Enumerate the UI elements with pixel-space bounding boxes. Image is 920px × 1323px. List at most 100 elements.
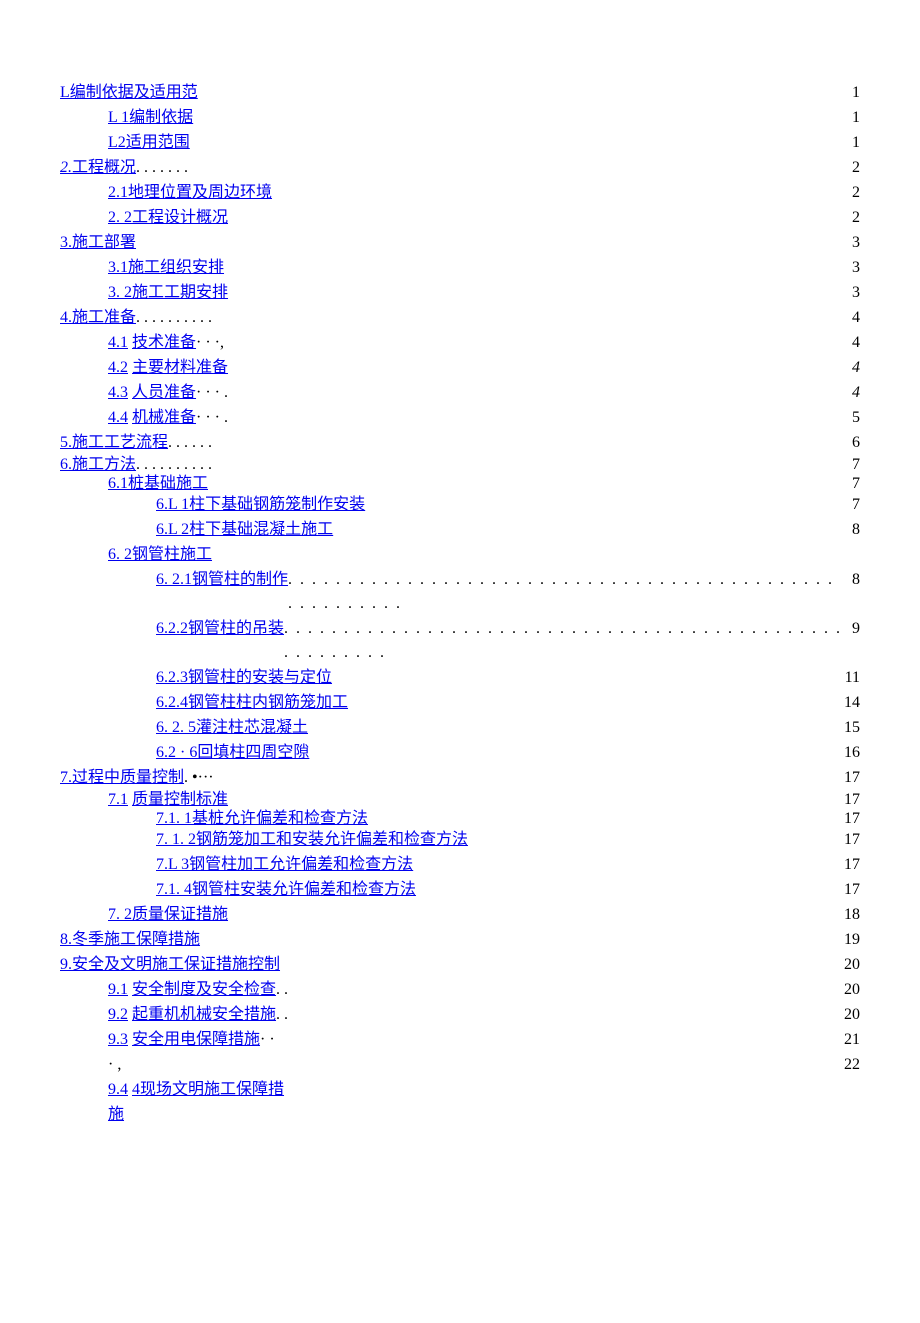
toc-title[interactable]: 6. 2. 5灌注柱芯混凝土 xyxy=(156,716,308,740)
toc-title[interactable]: L 1编制依据 xyxy=(108,106,193,130)
toc-page-number: 7 xyxy=(844,456,860,474)
toc-title[interactable]: 6.2.4钢管柱柱内钢筋笼加工 xyxy=(156,691,348,715)
toc-entry: 4.施工准备 . . . . . . . . . .4 xyxy=(60,306,860,330)
toc-title-wrap: 6.施工方法 . . . . . . . . . . xyxy=(60,456,212,474)
toc-entry: L2适用范围1 xyxy=(60,131,860,155)
toc-entry: 5.施工工艺流程 . . . . . .6 xyxy=(60,431,860,455)
toc-title[interactable]: 2. 2工程设计概况 xyxy=(108,206,228,230)
toc-entry: 9.1 安全制度及安全检查. .20 xyxy=(60,978,860,1002)
toc-title[interactable]: 9.3 安全用电保障措施 xyxy=(108,1028,260,1052)
toc-page-number: 2 xyxy=(844,181,860,205)
toc-title[interactable]: 7.1. 4钢管柱安装允许偏差和检查方法 xyxy=(156,878,416,902)
toc-trail-dots: . •··· xyxy=(184,766,214,790)
toc-title[interactable]: 9.4 4现场文明施工保障措 xyxy=(108,1078,284,1102)
toc-title[interactable]: 7.过程中质量控制 xyxy=(60,766,184,790)
toc-page-number: 7 xyxy=(844,493,860,517)
toc-title[interactable]: 5.施工工艺流程 xyxy=(60,431,168,455)
toc-page-number: 17 xyxy=(836,810,860,828)
toc-title-wrap: 6.1桩基础施工 xyxy=(60,475,208,493)
toc-title[interactable]: 6.2.3钢管柱的安装与定位 xyxy=(156,666,332,690)
toc-entry: 7.1. 1基桩允许偏差和检查方法 17 xyxy=(60,810,860,828)
toc-page-number: 4 xyxy=(844,356,860,380)
toc-title-wrap: 4.3 人员准备 · · · . xyxy=(60,381,228,405)
toc-page-number: 17 xyxy=(836,853,860,877)
toc-title-wrap: 7.1. 4钢管柱安装允许偏差和检查方法 xyxy=(60,878,416,902)
toc-title[interactable]: 3. 2施工工期安排 xyxy=(108,281,228,305)
toc-title[interactable]: 4.2 主要材料准备 xyxy=(108,356,228,380)
toc-entry: 2.1地理位置及周边环境 2 xyxy=(60,181,860,205)
toc-entry: 7. 2质量保证措施 18 xyxy=(60,903,860,927)
toc-entry: 9.安全及文明施工保证措施控制20 xyxy=(60,953,860,977)
toc-entry: 6.2.3钢管柱的安装与定位 11 xyxy=(60,666,860,690)
toc-title[interactable]: 6.L 1柱下基础钢筋笼制作安装 xyxy=(156,493,365,517)
toc-title[interactable]: 3.1施工组织安排 xyxy=(108,256,224,280)
toc-entry: 3. 2施工工期安排 3 xyxy=(60,281,860,305)
toc-page-number: 17 xyxy=(836,828,860,852)
toc-page-number: 3 xyxy=(844,281,860,305)
toc-trail-dots: · · ·, xyxy=(196,331,224,355)
toc-trail-dots: · · · . xyxy=(196,381,228,405)
toc-page-number: 19 xyxy=(836,928,860,952)
toc-entry: 4.4 机械准备 · · · .5 xyxy=(60,406,860,430)
toc-page-number: 11 xyxy=(837,666,860,690)
toc-title-wrap: 7.L 3钢管柱加工允许偏差和检查方法 xyxy=(60,853,413,877)
toc-entry: 7. 1. 2钢筋笼加工和安装允许偏差和检查方法 17 xyxy=(60,828,860,852)
toc-trail-dots: · · · . xyxy=(196,406,228,430)
toc-page-number: 2 xyxy=(844,206,860,230)
toc-page-number: 3 xyxy=(844,256,860,280)
toc-title[interactable]: 6.施工方法 xyxy=(60,456,136,474)
toc-title[interactable]: 7.1. 1基桩允许偏差和检查方法 xyxy=(156,810,368,828)
toc-entry: 8.冬季施工保障措施 19 xyxy=(60,928,860,952)
toc-entry: 6.1桩基础施工7 xyxy=(60,475,860,493)
toc-title-wrap: 2.1地理位置及周边环境 xyxy=(60,181,272,205)
toc-entry: 7.过程中质量控制. •··· 17 xyxy=(60,766,860,790)
toc-title-wrap: 7.过程中质量控制. •··· xyxy=(60,766,214,790)
toc-title[interactable]: 2.工程概况 xyxy=(60,156,136,180)
toc-page-number: 16 xyxy=(836,741,860,765)
toc-page-number: 18 xyxy=(836,903,860,927)
toc-page-number: 17 xyxy=(836,878,860,902)
toc-title-wrap: 3.1施工组织安排 xyxy=(60,256,224,280)
toc-entry: 6.L 2柱下基础混凝土施工8 xyxy=(60,518,860,542)
toc-title[interactable]: 6. 2钢管柱施工 xyxy=(108,543,212,567)
toc-entry: 6.L 1柱下基础钢筋笼制作安装 7 xyxy=(60,493,860,517)
toc-page-number: 17 xyxy=(836,791,860,809)
toc-page-number: 22 xyxy=(836,1053,860,1077)
toc-title-wrap: 6. 2. 5灌注柱芯混凝土 xyxy=(60,716,308,740)
toc-title[interactable]: 4.施工准备 xyxy=(60,306,136,330)
toc-title-wrap: 7. 1. 2钢筋笼加工和安装允许偏差和检查方法 xyxy=(60,828,468,852)
toc-title[interactable]: 4.4 机械准备 xyxy=(108,406,196,430)
toc-title-wrap: 6.2.2钢管柱的吊装 xyxy=(60,617,284,641)
toc-title[interactable]: 4.3 人员准备 xyxy=(108,381,196,405)
toc-title-wrap: 7.1. 1基桩允许偏差和检查方法 xyxy=(60,810,368,828)
toc-title[interactable]: 6. 2.1钢管柱的制作 xyxy=(156,568,288,592)
toc-title[interactable]: 8.冬季施工保障措施 xyxy=(60,928,200,952)
toc-title[interactable]: 9.2 起重机机械安全措施 xyxy=(108,1003,276,1027)
toc-title[interactable]: 7.L 3钢管柱加工允许偏差和检查方法 xyxy=(156,853,413,877)
toc-title[interactable]: 7. 2质量保证措施 xyxy=(108,903,228,927)
toc-title[interactable]: 6.L 2柱下基础混凝土施工 xyxy=(156,518,333,542)
toc-title[interactable]: 6.2.2钢管柱的吊装 xyxy=(156,617,284,641)
toc-title[interactable]: 9.1 安全制度及安全检查 xyxy=(108,978,276,1002)
toc-title-wrap: 6.2.4钢管柱柱内钢筋笼加工 xyxy=(60,691,348,715)
toc-title[interactable]: 7.1 质量控制标准 xyxy=(108,791,228,809)
toc-entry: 3.施工部署3 xyxy=(60,231,860,255)
toc-title-wrap: 6.2.3钢管柱的安装与定位 xyxy=(60,666,332,690)
toc-page-number: 17 xyxy=(836,766,860,790)
toc-title[interactable]: 3.施工部署 xyxy=(60,231,136,255)
toc-title[interactable]: L编制依据及适用范 xyxy=(60,81,198,105)
toc-entry: 3.1施工组织安排 3 xyxy=(60,256,860,280)
toc-title-wrap: 3. 2施工工期安排 xyxy=(60,281,228,305)
toc-title[interactable]: 6.2 · 6回填柱四周空隙 xyxy=(156,741,309,765)
toc-page-number: 4 xyxy=(844,306,860,330)
toc-entry: 6.2.4钢管柱柱内钢筋笼加工14 xyxy=(60,691,860,715)
toc-entry: 6.2.2钢管柱的吊装9 xyxy=(60,617,860,665)
toc-trail-dots: · · xyxy=(260,1028,275,1052)
toc-title[interactable]: 施 xyxy=(108,1103,124,1127)
toc-title[interactable]: 9.安全及文明施工保证措施控制 xyxy=(60,953,280,977)
toc-title[interactable]: 6.1桩基础施工 xyxy=(108,475,208,493)
toc-title[interactable]: 7. 1. 2钢筋笼加工和安装允许偏差和检查方法 xyxy=(156,828,468,852)
toc-title[interactable]: L2适用范围 xyxy=(108,131,190,155)
toc-title[interactable]: 4.1 技术准备 xyxy=(108,331,196,355)
toc-title[interactable]: 2.1地理位置及周边环境 xyxy=(108,181,272,205)
